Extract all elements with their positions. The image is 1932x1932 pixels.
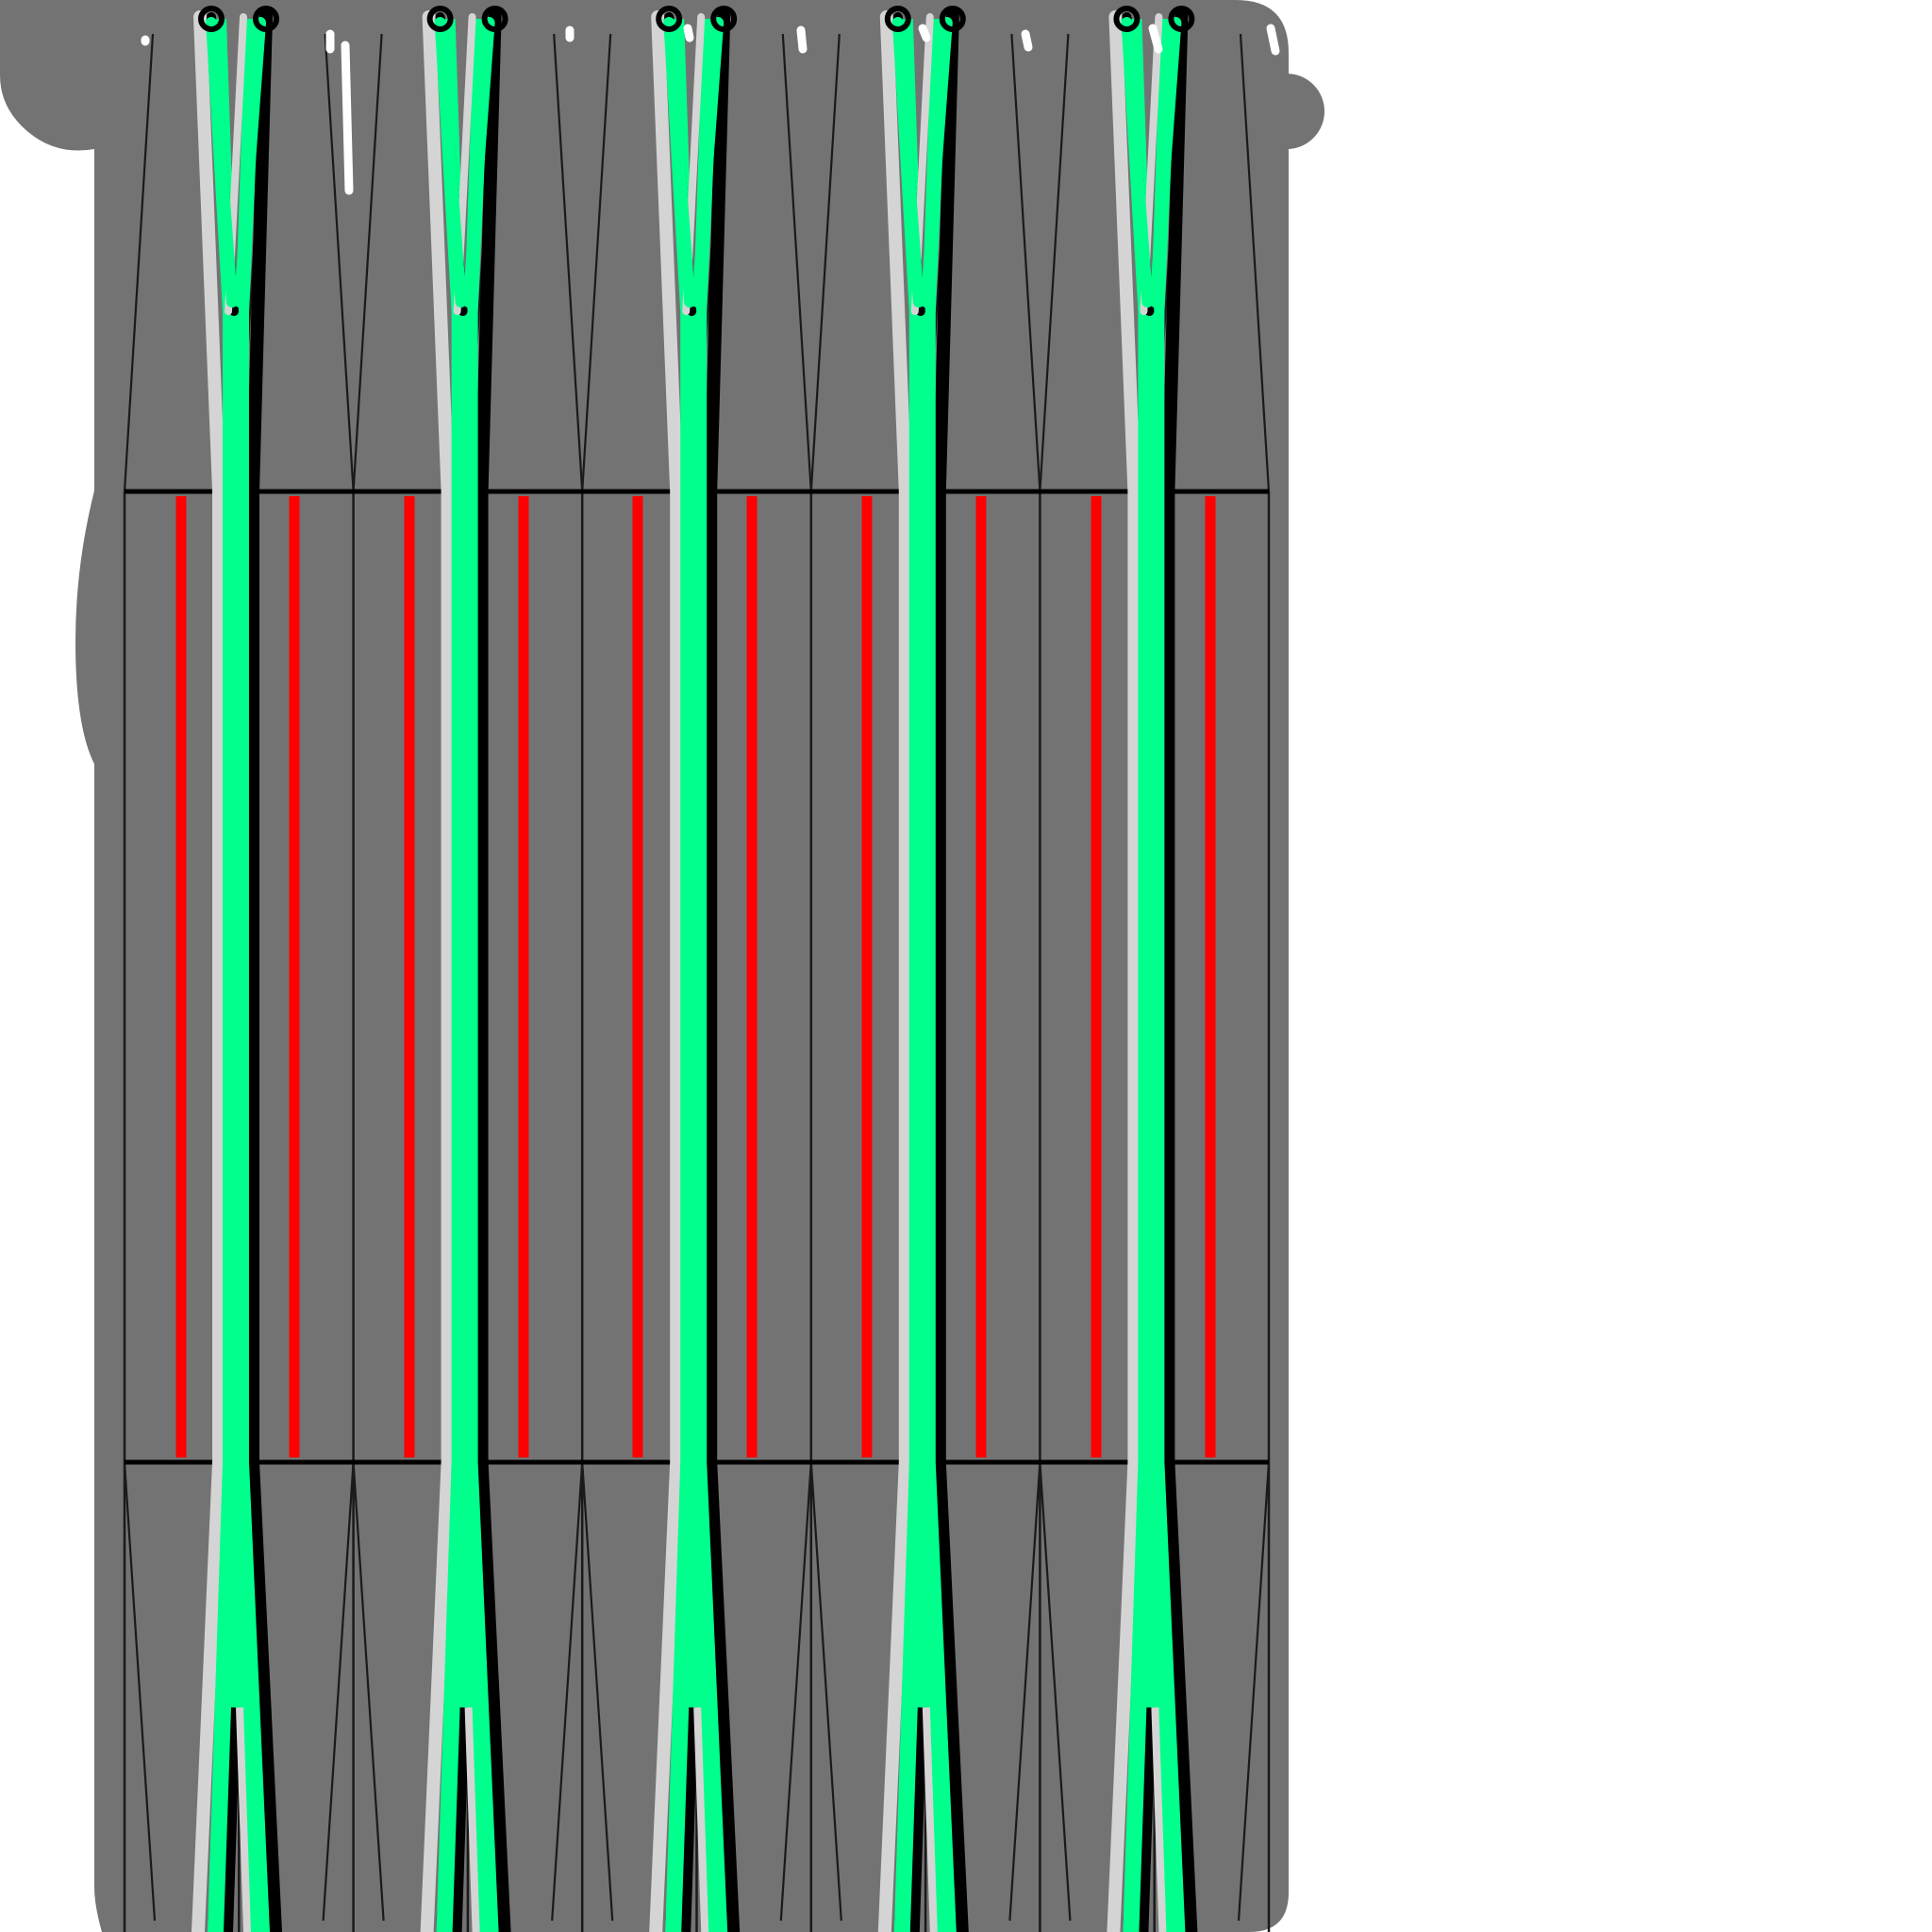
marks-layer	[141, 24, 1280, 195]
strip-lower-inner-outline	[909, 1707, 927, 1932]
lower-taper-line	[1039, 1461, 1072, 1922]
strip-arm-cap	[710, 6, 738, 32]
white-mark	[1021, 29, 1033, 52]
strip-lower-inner-outline	[236, 1707, 251, 1932]
strip-arm	[462, 17, 495, 308]
strip-arm	[434, 17, 467, 308]
upper-taper-line	[553, 33, 584, 492]
strip	[420, 6, 511, 1932]
strip-arm-cap	[198, 6, 225, 32]
strip-arm-cap	[1113, 6, 1141, 32]
strip-outline-dark	[932, 10, 969, 1932]
strip-outline-dark	[246, 10, 282, 1932]
white-mark	[918, 24, 931, 42]
strip-stem	[680, 491, 708, 1462]
strip-arm	[691, 17, 724, 308]
strip-outline-light	[1107, 10, 1141, 1932]
strip-arm	[234, 17, 266, 308]
upper-taper-line	[781, 33, 812, 492]
strip-arm	[206, 17, 238, 308]
strip-lower-fork	[208, 1462, 270, 1932]
lower-taper-line	[352, 1461, 385, 1922]
strip-lower-inner-outline	[224, 1707, 241, 1932]
white-mark	[1148, 24, 1163, 54]
strip-arm	[1121, 17, 1154, 308]
strip-lower-inner-outline	[1139, 1707, 1157, 1932]
upper-taper-line	[1239, 33, 1271, 492]
strip-lower-inner-outline	[452, 1707, 470, 1932]
lower-taper-line	[123, 1461, 157, 1922]
strip-outline-dark	[475, 10, 511, 1932]
strip-lower-inner-outline	[681, 1707, 699, 1932]
strip-lower-fork	[893, 1462, 957, 1932]
strip	[1107, 6, 1198, 1932]
strip-arm	[891, 17, 924, 308]
strip-stem	[223, 491, 249, 1462]
lower-taper-line	[809, 1461, 842, 1922]
strip-arm	[663, 17, 696, 308]
strip-outline-dark	[704, 10, 741, 1932]
strip-outline-dark	[1161, 10, 1198, 1932]
strip-arm	[920, 17, 953, 308]
upper-taper-line	[123, 33, 155, 492]
highlight-lines-layer	[175, 496, 1216, 1457]
strip-outline-light	[877, 10, 912, 1932]
lower-taper-line	[551, 1461, 584, 1922]
strip-arm-cap	[253, 6, 279, 32]
board-knob-top-right	[1249, 74, 1324, 149]
strip-lower-inner-outline	[922, 1707, 938, 1932]
white-mark	[796, 25, 808, 54]
strip-lower-fork	[665, 1462, 728, 1932]
strip-lower-inner-outline	[693, 1707, 709, 1932]
strip	[192, 6, 282, 1932]
upper-taper-line	[324, 33, 355, 492]
white-mark	[683, 24, 694, 42]
strip-lower-inner-outline	[464, 1707, 480, 1932]
lower-taper-line	[1008, 1461, 1041, 1922]
strip-arm-cap	[481, 6, 508, 32]
strips-layer	[192, 6, 1198, 1932]
strip-lower-fork	[436, 1462, 499, 1932]
board-knob-top	[1209, 2, 1258, 51]
strip	[877, 6, 969, 1932]
strip	[649, 6, 741, 1932]
strip-outline-light	[192, 10, 225, 1932]
strip-outline-light	[420, 10, 455, 1932]
white-mark	[1266, 24, 1280, 56]
lower-taper-line	[1237, 1461, 1271, 1922]
strip-stem	[908, 491, 936, 1462]
upper-taper-line	[352, 33, 383, 492]
upper-taper-line	[809, 33, 841, 492]
lower-taper-line	[779, 1461, 812, 1922]
strip-lower-inner-outline	[1151, 1707, 1167, 1932]
strip-lower-fork	[1123, 1462, 1186, 1932]
white-mark	[341, 41, 354, 195]
upper-taper-line	[1010, 33, 1041, 492]
strip-outline-light	[649, 10, 684, 1932]
strip-arm	[1149, 17, 1182, 308]
strip-arm-cap	[939, 6, 966, 32]
board-background	[0, 0, 1289, 1932]
lower-taper-line	[581, 1461, 614, 1922]
upper-taper-line	[581, 33, 612, 492]
upper-taper-line	[1039, 33, 1070, 492]
strip-arm-cap	[1168, 6, 1195, 32]
strip-arm-cap	[884, 6, 911, 32]
board-layer	[0, 0, 1324, 1932]
strip-stem	[451, 491, 478, 1462]
strip-arm-cap	[656, 6, 683, 32]
strip-arm-cap	[426, 6, 454, 32]
lower-taper-line	[322, 1461, 355, 1922]
strip-stem	[1138, 491, 1165, 1462]
